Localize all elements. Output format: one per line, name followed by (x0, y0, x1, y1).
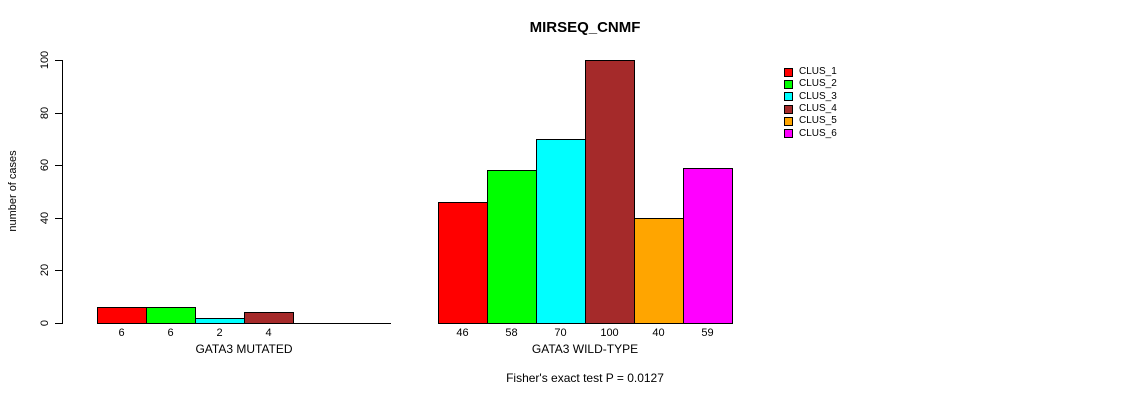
bar-value-label: 40 (652, 327, 665, 339)
legend-item-clus_4: CLUS_4 (784, 103, 837, 115)
bar-value-label: 2 (216, 327, 223, 339)
bar-clus_4-group1 (244, 312, 294, 324)
bar-value-label: 6 (167, 327, 174, 339)
legend-label: CLUS_4 (799, 103, 837, 115)
legend: CLUS_1 CLUS_2 CLUS_3 CLUS_4 CLUS_5 CLUS_6 (784, 66, 837, 140)
legend-label: CLUS_3 (799, 90, 837, 102)
annotation-text: Fisher's exact test P = 0.0127 (506, 371, 664, 385)
bar-clus_3-group2 (536, 139, 586, 324)
bar-clus_4-group2 (585, 60, 635, 324)
legend-swatch-icon (784, 79, 793, 89)
legend-label: CLUS_2 (799, 78, 837, 90)
y-tick-mark (55, 217, 62, 219)
y-tick-label: 80 (39, 106, 51, 119)
y-tick-mark (55, 165, 62, 167)
bar-value-label: 46 (456, 327, 469, 339)
y-tick-mark (55, 60, 62, 61)
bar-value-label: 70 (554, 327, 567, 339)
bar-clus_1-group1 (97, 307, 147, 324)
legend-item-clus_5: CLUS_5 (784, 115, 837, 127)
group-label: GATA3 WILD-TYPE (531, 342, 639, 356)
bar-clus_5-group2 (634, 218, 684, 324)
y-tick-mark (55, 270, 62, 272)
bar-clus_1-group2 (438, 202, 488, 324)
legend-swatch-icon (784, 92, 793, 102)
y-tick-mark (55, 112, 62, 114)
legend-item-clus_3: CLUS_3 (784, 91, 837, 103)
legend-swatch-icon (784, 67, 793, 77)
y-tick-label: 100 (39, 50, 51, 70)
bar-value-label: 100 (600, 327, 619, 339)
bar-value-label: 59 (701, 327, 714, 339)
group-label: GATA3 MUTATED (195, 342, 293, 356)
y-axis-label: number of cases (7, 150, 19, 232)
bar-value-label: 4 (265, 327, 272, 339)
legend-label: CLUS_6 (799, 127, 837, 139)
chart-title: MIRSEQ_CNMF (529, 19, 641, 36)
y-axis-line (62, 60, 63, 324)
y-tick-label: 40 (39, 211, 51, 224)
y-tick-label: 20 (39, 264, 51, 277)
legend-swatch-icon (784, 116, 793, 126)
bar-clus_2-group2 (487, 170, 537, 324)
legend-item-clus_6: CLUS_6 (784, 127, 837, 139)
legend-label: CLUS_5 (799, 115, 837, 127)
bar-value-label: 58 (505, 327, 518, 339)
bar-value-label: 6 (118, 327, 125, 339)
legend-item-clus_1: CLUS_1 (784, 66, 837, 78)
bar-clus_2-group1 (146, 307, 196, 324)
y-tick-mark (55, 323, 62, 324)
legend-swatch-icon (784, 129, 793, 139)
legend-item-clus_2: CLUS_2 (784, 78, 837, 90)
y-tick-label: 60 (39, 159, 51, 172)
legend-swatch-icon (784, 104, 793, 114)
bar-clus_3-group1 (195, 318, 245, 324)
legend-label: CLUS_1 (799, 66, 837, 78)
y-tick-label: 0 (39, 319, 51, 327)
bar-clus_6-group2 (683, 168, 733, 324)
